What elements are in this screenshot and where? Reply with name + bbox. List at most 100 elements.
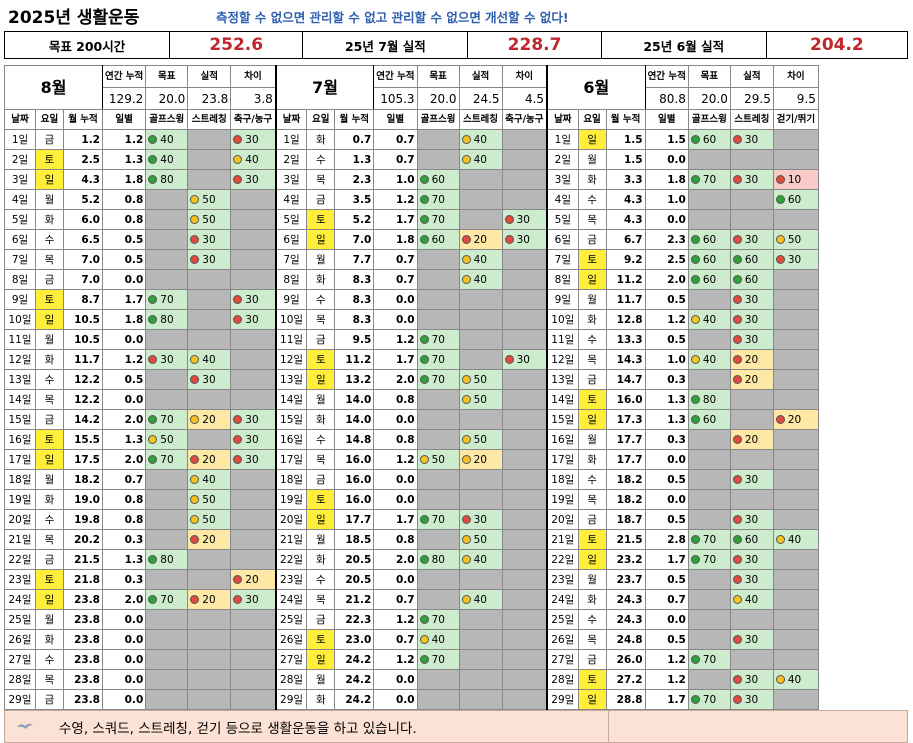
weekday-cell: 금 — [577, 509, 607, 530]
weekday-cell: 일 — [306, 509, 336, 530]
green-dot-icon — [419, 614, 429, 624]
activity-cell: 30 — [230, 129, 277, 150]
activity-minutes: 70 — [431, 213, 445, 226]
cumulative-cell: 23.7 — [605, 569, 646, 590]
cumulative-cell: 24.2 — [334, 689, 375, 710]
empty-activity-cell — [230, 689, 277, 710]
activity-minutes: 30 — [245, 173, 259, 186]
weekday-cell: 월 — [306, 249, 336, 270]
empty-activity-cell — [501, 309, 548, 330]
green-dot-icon — [690, 254, 700, 264]
empty-activity-cell — [772, 569, 819, 590]
day-cell: 4일 — [4, 189, 36, 210]
yellow-dot-icon — [690, 314, 700, 324]
day-cell: 13일 — [546, 369, 579, 390]
activity-cell: 30 — [187, 229, 232, 250]
yellow-dot-icon — [461, 254, 471, 264]
empty-activity-cell — [772, 649, 819, 670]
empty-activity-cell — [416, 409, 460, 430]
july-value: 228.7 — [467, 32, 602, 58]
activity-minutes: 60 — [702, 273, 717, 286]
activity-cell: 70 — [145, 289, 189, 310]
day-cell: 10일 — [274, 309, 308, 330]
red-dot-icon — [233, 454, 243, 464]
col-header-category: 스트레칭 — [729, 109, 774, 130]
daily-cell: 1.2 — [644, 309, 689, 330]
cumulative-cell: 16.0 — [605, 389, 646, 410]
yellow-dot-icon — [775, 234, 785, 244]
red-dot-icon — [732, 554, 742, 564]
activity-minutes: 50 — [202, 513, 216, 526]
month-annual-value: 129.2 — [101, 87, 147, 110]
activity-cell: 70 — [145, 589, 189, 610]
weekday-cell: 토 — [35, 149, 64, 170]
activity-minutes: 70 — [702, 653, 717, 666]
daily-cell: 0.0 — [373, 409, 418, 430]
day-cell: 15일 — [274, 409, 308, 430]
daily-cell: 0.7 — [373, 149, 418, 170]
cumulative-cell: 26.0 — [605, 649, 646, 670]
empty-activity-cell — [145, 369, 189, 390]
weekday-cell: 목 — [35, 669, 64, 690]
empty-activity-cell — [772, 289, 819, 310]
daily-cell: 1.0 — [644, 189, 689, 210]
day-cell: 20일 — [4, 509, 36, 530]
daily-cell: 0.0 — [644, 209, 689, 230]
weekday-cell: 일 — [577, 129, 607, 150]
annual-label: 연간 누적 — [644, 65, 689, 88]
cumulative-cell: 6.0 — [63, 209, 103, 230]
daily-cell: 1.3 — [101, 549, 147, 570]
empty-activity-cell — [458, 629, 503, 650]
activity-cell: 70 — [416, 509, 460, 530]
empty-activity-cell — [729, 489, 774, 510]
diff-label: 차이 — [230, 65, 277, 88]
daily-cell: 1.2 — [644, 669, 689, 690]
activity-cell: 50 — [187, 489, 232, 510]
empty-activity-cell — [687, 629, 731, 650]
green-dot-icon — [419, 554, 429, 564]
daily-cell: 2.8 — [644, 529, 689, 550]
goal-label: 목표 — [687, 65, 731, 88]
activity-cell: 30 — [230, 449, 277, 470]
cumulative-cell: 20.5 — [334, 569, 375, 590]
activity-minutes: 20 — [787, 413, 802, 426]
green-dot-icon — [690, 414, 700, 424]
activity-minutes: 70 — [431, 653, 445, 666]
activity-cell: 50 — [416, 449, 460, 470]
activity-minutes: 70 — [431, 613, 445, 626]
activity-minutes: 30 — [245, 593, 259, 606]
daily-cell: 1.8 — [101, 169, 147, 190]
daily-cell: 0.0 — [101, 669, 147, 690]
weekday-cell: 월 — [35, 609, 64, 630]
empty-activity-cell — [772, 469, 819, 490]
col-header-daily: 일별 — [373, 109, 418, 130]
green-dot-icon — [690, 534, 700, 544]
cumulative-cell: 8.7 — [63, 289, 103, 310]
activity-minutes: 40 — [473, 593, 487, 606]
weekday-cell: 월 — [306, 529, 336, 550]
day-cell: 7일 — [546, 249, 579, 270]
yellow-dot-icon — [419, 634, 429, 644]
activity-cell: 40 — [687, 349, 731, 370]
red-dot-icon — [732, 674, 742, 684]
green-dot-icon — [690, 654, 700, 664]
cumulative-cell: 23.8 — [63, 629, 103, 650]
activity-cell: 30 — [729, 469, 774, 490]
day-cell: 2일 — [4, 149, 36, 170]
empty-activity-cell — [501, 329, 548, 350]
day-cell: 21일 — [546, 529, 579, 550]
day-cell: 24일 — [546, 589, 579, 610]
cumulative-cell: 7.0 — [334, 229, 375, 250]
activity-cell: 80 — [145, 549, 189, 570]
activity-cell: 20 — [729, 429, 774, 450]
july-label: 25년 7월 실적 — [344, 38, 426, 54]
activity-cell: 30 — [230, 409, 277, 430]
activity-minutes: 50 — [160, 433, 174, 446]
empty-activity-cell — [772, 449, 819, 470]
yellow-dot-icon — [461, 374, 471, 384]
day-cell: 20일 — [274, 509, 308, 530]
activity-minutes: 70 — [431, 353, 445, 366]
cumulative-cell: 27.2 — [605, 669, 646, 690]
weekday-cell: 목 — [577, 629, 607, 650]
activity-cell: 20 — [187, 449, 232, 470]
